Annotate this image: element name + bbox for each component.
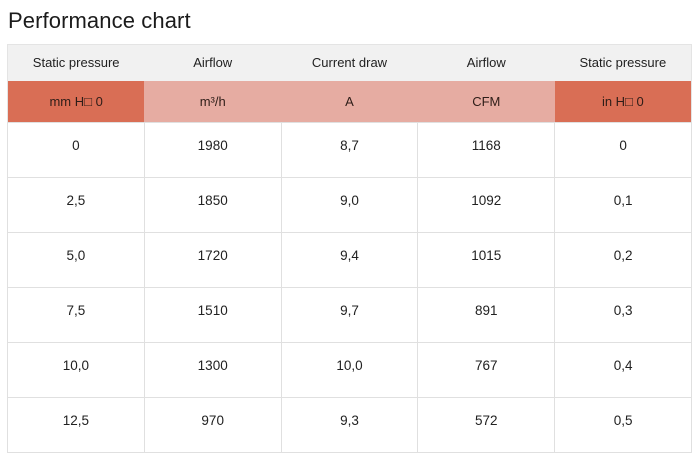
table-cell: 767	[417, 342, 556, 398]
table-row: 12,5 970 9,3 572 0,5	[7, 397, 692, 453]
table-cell: 0,4	[554, 342, 692, 398]
table-cell: 891	[417, 287, 556, 343]
col-header-airflow-imperial: Airflow	[417, 44, 555, 81]
table-cell: 1980	[143, 122, 282, 178]
table-cell: 9,4	[280, 232, 419, 288]
table-cell: 0,1	[554, 177, 692, 233]
column-header-row: Static pressure Airflow Current draw Air…	[7, 44, 692, 81]
table-cell: 1092	[417, 177, 556, 233]
table-cell: 970	[143, 397, 282, 453]
col-header-static-pressure-imperial: Static pressure	[554, 44, 692, 81]
table-cell: 0,3	[554, 287, 692, 343]
table-cell: 1510	[143, 287, 282, 343]
col-header-static-pressure-metric: Static pressure	[7, 44, 145, 81]
table-cell: 1300	[143, 342, 282, 398]
table-cell: 8,7	[280, 122, 419, 178]
table-cell: 7,5	[7, 287, 145, 343]
table-cell: 1015	[417, 232, 556, 288]
page-title: Performance chart	[8, 8, 191, 33]
table-cell: 2,5	[7, 177, 145, 233]
col-header-current-draw: Current draw	[281, 44, 418, 81]
table-cell: 9,0	[280, 177, 419, 233]
table-cell: 1850	[143, 177, 282, 233]
table-row: 10,0 1300 10,0 767 0,4	[7, 342, 692, 398]
table-row: 7,5 1510 9,7 891 0,3	[7, 287, 692, 343]
table-cell: 572	[417, 397, 556, 453]
unit-cell-m3h: m³/h	[144, 80, 282, 123]
table-cell: 1168	[417, 122, 556, 178]
table-cell: 10,0	[280, 342, 419, 398]
table-cell: 10,0	[7, 342, 145, 398]
unit-cell-in-h2o: in H□ 0	[554, 80, 692, 123]
unit-row: mm H□ 0 m³/h A CFM in H□ 0	[7, 80, 692, 123]
performance-table: Static pressure Airflow Current draw Air…	[7, 44, 692, 453]
unit-cell-mm-h2o: mm H□ 0	[7, 80, 145, 123]
table-cell: 12,5	[7, 397, 145, 453]
table-cell: 9,7	[280, 287, 419, 343]
table-cell: 5,0	[7, 232, 145, 288]
table-cell: 0	[7, 122, 145, 178]
unit-cell-amps: A	[281, 80, 418, 123]
table-row: 0 1980 8,7 1168 0	[7, 122, 692, 178]
table-row: 5,0 1720 9,4 1015 0,2	[7, 232, 692, 288]
col-header-airflow-metric: Airflow	[144, 44, 282, 81]
table-cell: 0,5	[554, 397, 692, 453]
table-row: 2,5 1850 9,0 1092 0,1	[7, 177, 692, 233]
table-cell: 0,2	[554, 232, 692, 288]
table-cell: 0	[554, 122, 692, 178]
table-cell: 1720	[143, 232, 282, 288]
table-cell: 9,3	[280, 397, 419, 453]
unit-cell-cfm: CFM	[417, 80, 555, 123]
